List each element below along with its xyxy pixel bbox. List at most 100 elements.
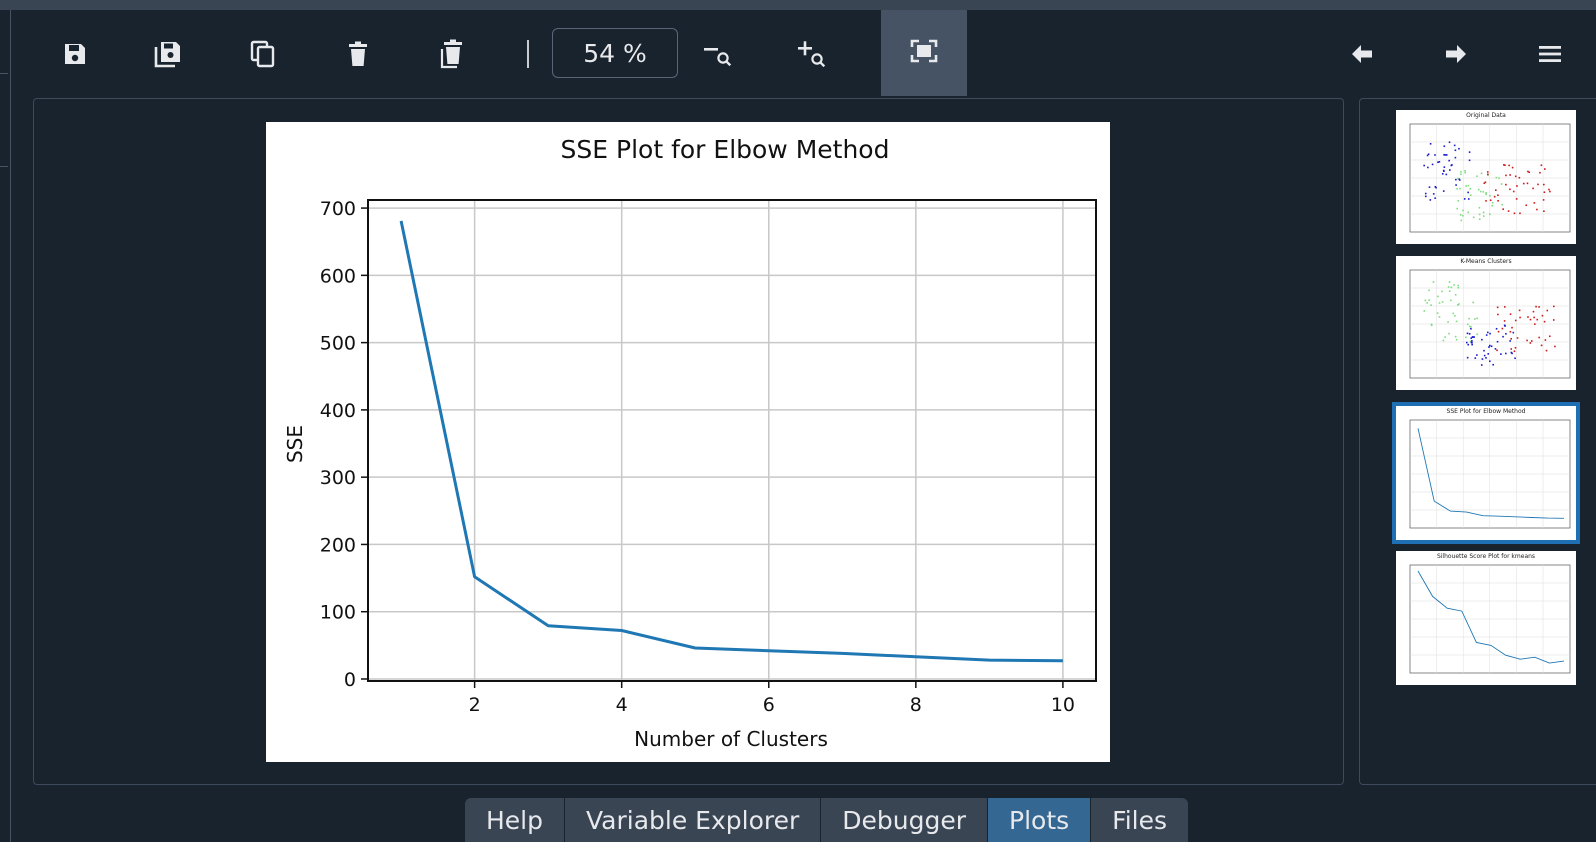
thumb-point [1443,145,1446,148]
thumb-point [1487,173,1489,176]
thumb-point [1427,153,1430,156]
thumb-point [1510,348,1513,350]
thumb-point [1448,290,1451,292]
thumb-point [1466,356,1469,359]
plot-canvas[interactable]: SSE Plot for Elbow Method Number of Clus… [266,122,1110,762]
thumb-point [1519,316,1521,319]
thumb-point [1528,171,1530,174]
thumb-series-line [1417,570,1565,664]
thumb-point [1457,286,1460,289]
chart-series [399,220,1064,663]
thumb-point [1485,192,1487,194]
pane-divider-mark [0,166,8,167]
y-tick-label: 200 [320,534,356,556]
thumb-point [1441,301,1444,303]
thumb-point [1442,169,1445,172]
thumb-point [1500,183,1503,185]
thumb-point [1487,353,1490,355]
zoom-level-value: 54 % [583,38,647,68]
thumb-series-line [1417,428,1565,519]
thumb-point [1470,341,1473,344]
zoom-out-button[interactable] [691,32,743,76]
thumbnail-kmeans-clusters[interactable]: K-Means Clusters [1396,256,1576,390]
thumb-point [1497,330,1500,333]
thumb-point [1489,199,1492,202]
remove-all-plots-button[interactable] [426,32,478,76]
thumb-point [1496,306,1499,309]
thumb-point [1476,175,1478,178]
thumb-point [1490,345,1493,348]
thumb-point [1513,350,1516,353]
tab-label: Plots [1009,805,1070,835]
thumb-point [1510,338,1513,340]
thumb-point [1474,357,1477,359]
thumbnail-original-data[interactable]: Original Data [1396,110,1576,244]
thumb-point [1495,189,1497,191]
thumb-point [1511,326,1513,329]
tab-variable-explorer[interactable]: Variable Explorer [565,798,822,842]
tab-files[interactable]: Files [1091,798,1188,842]
zoom-level-field[interactable]: 54 % [552,28,678,78]
tab-debugger[interactable]: Debugger [821,798,989,842]
thumb-point [1526,182,1529,185]
thumb-point [1508,164,1510,167]
thumb-point [1534,323,1536,325]
thumb-point [1538,306,1540,308]
thumb-point [1469,194,1472,197]
thumb-point [1485,357,1487,359]
thumb-point [1450,286,1453,289]
thumb-point [1478,213,1481,216]
thumb-point [1514,175,1517,178]
thumb-point [1455,184,1457,186]
thumb-point [1463,198,1466,200]
remove-plot-button[interactable] [332,32,384,76]
next-plot-button[interactable] [1430,32,1482,76]
save-plot-button[interactable] [49,32,101,76]
thumbnail-sse-plot[interactable]: SSE Plot for Elbow Method [1392,402,1580,544]
thumb-point [1441,173,1444,175]
thumb-point [1469,340,1472,343]
thumb-point [1431,163,1434,166]
thumb-point [1471,336,1474,338]
fit-to-pane-button[interactable] [881,10,967,96]
previous-plot-button[interactable] [1336,32,1388,76]
thumb-point [1432,281,1435,283]
thumb-point [1457,304,1459,306]
thumb-point [1504,164,1506,166]
thumb-point [1494,348,1497,350]
thumbnail-silhouette-plot[interactable]: Silhouette Score Plot for kmeans [1396,551,1576,685]
thumb-point [1501,327,1504,330]
thumb-point [1436,312,1439,314]
window-top-bar [0,0,1596,10]
thumb-point [1532,310,1535,313]
tab-plots[interactable]: Plots [988,798,1092,842]
thumb-point [1532,187,1534,190]
thumb-point [1441,290,1443,293]
thumb-point [1552,305,1555,308]
options-menu-button[interactable] [1524,32,1576,76]
thumb-point [1554,345,1556,348]
thumb-point [1423,164,1425,167]
thumb-point [1455,178,1457,181]
thumbnail-title: SSE Plot for Elbow Method [1446,408,1526,415]
pane-splitter[interactable] [10,10,11,842]
zoom-in-button[interactable] [785,32,837,76]
x-tick-label: 8 [910,694,922,716]
thumb-point [1518,176,1521,179]
copy-plot-button[interactable] [237,32,289,76]
thumb-point [1460,173,1462,176]
pane-divider-mark [0,73,8,74]
thumb-point [1481,358,1484,360]
chart-grid [368,200,1096,681]
thumb-point [1428,186,1431,188]
tab-help[interactable]: Help [465,798,565,842]
thumb-point [1428,299,1430,301]
thumb-point [1468,317,1470,320]
thumb-point [1489,194,1491,197]
thumb-point [1476,354,1478,356]
thumb-point [1489,332,1491,335]
save-all-plots-button[interactable] [143,32,195,76]
thumb-point [1479,190,1482,193]
toolbar-separator [527,40,529,68]
pane-tab-bar: Help Variable Explorer Debugger Plots Fi… [465,798,1189,842]
